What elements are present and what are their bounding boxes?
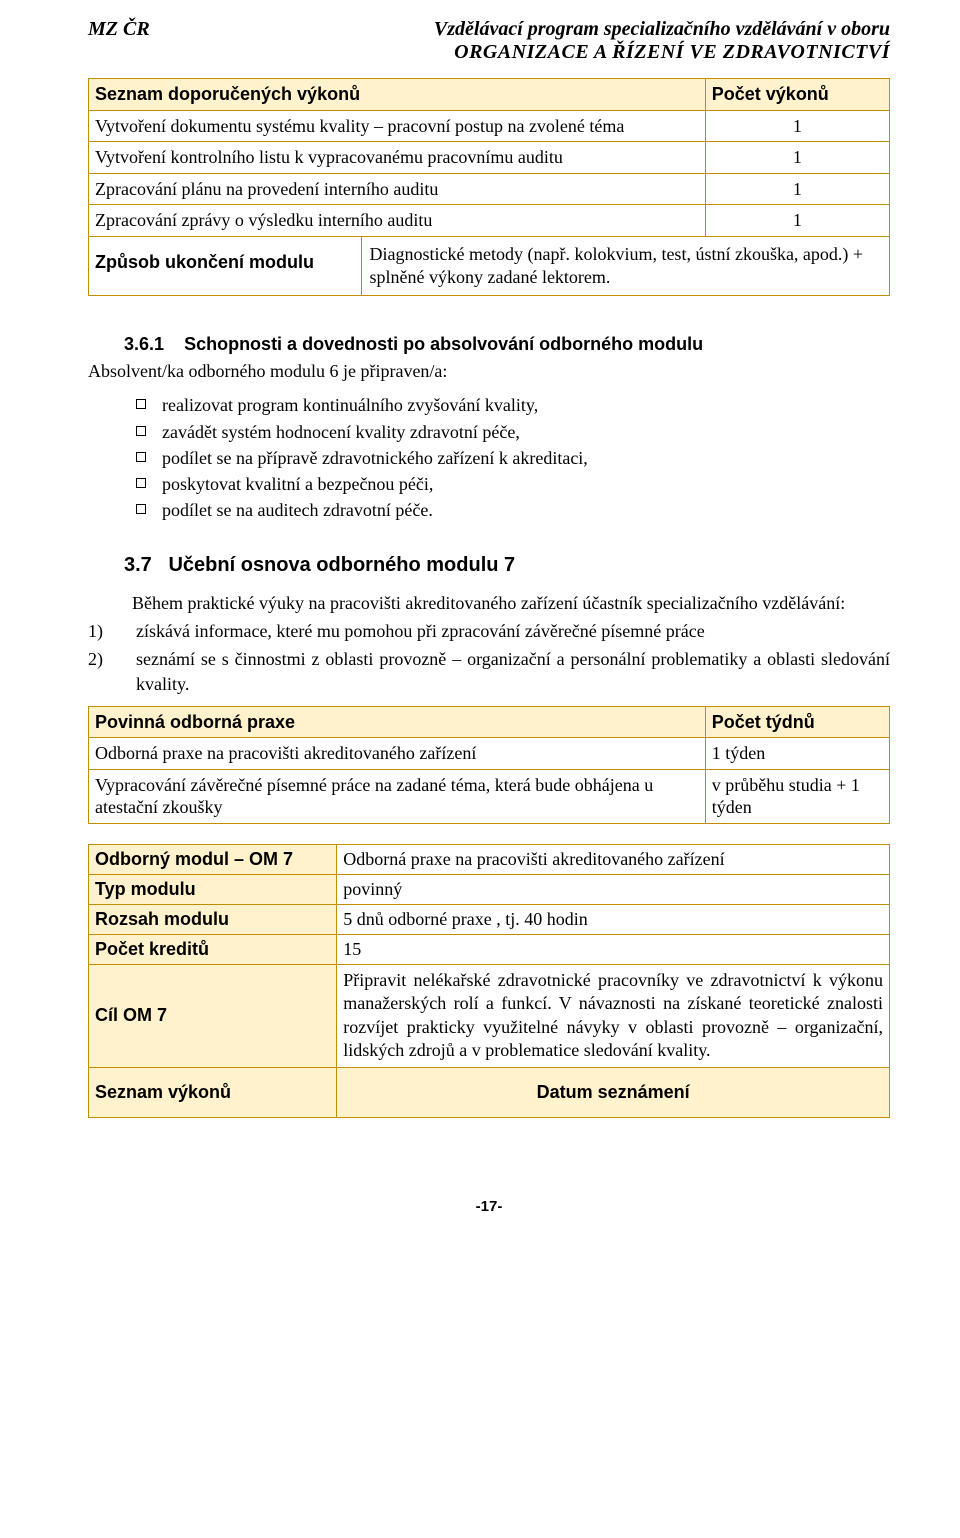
table-row: Způsob ukončení modulu Diagnostické meto… xyxy=(89,236,890,296)
table-practice: Povinná odborná praxe Počet týdnů Odborn… xyxy=(88,706,890,824)
running-header: MZ ČR Vzdělávací program specializačního… xyxy=(88,18,890,64)
subsection-number: 3.6.1 xyxy=(124,334,164,354)
section-number: 3.7 xyxy=(124,554,152,576)
table-row: Vypracování závěrečné písemné práce na z… xyxy=(89,769,890,823)
section-paragraph: Během praktické výuky na pracovišti akre… xyxy=(88,591,890,615)
numbered-list: 1)získává informace, které mu pomohou př… xyxy=(88,619,890,696)
table-row: Vytvoření kontrolního listu k vypracovan… xyxy=(89,142,890,174)
method-value: Diagnostické metody (např. kolokvium, te… xyxy=(361,237,889,296)
method-label: Způsob ukončení modulu xyxy=(89,237,361,296)
col-header: Počet týdnů xyxy=(705,706,889,738)
table-row: Odborná praxe na pracovišti akreditované… xyxy=(89,738,890,770)
table-module-om7: Odborný modul – OM 7Odborná praxe na pra… xyxy=(88,844,890,1118)
list-item: podílet se na přípravě zdravotnického za… xyxy=(136,445,890,471)
table-row: Cíl OM 7Připravit nelékařské zdravotnick… xyxy=(89,964,890,1067)
bullet-list: realizovat program kontinuálního zvyšová… xyxy=(88,392,890,523)
header-left: MZ ČR xyxy=(88,18,150,41)
table-row: Odborný modul – OM 7Odborná praxe na pra… xyxy=(89,844,890,874)
list-item: zavádět systém hodnocení kvality zdravot… xyxy=(136,419,890,445)
table-row: Seznam výkonůDatum seznámení xyxy=(89,1067,890,1117)
table-recommended-tasks: Seznam doporučených výkonů Počet výkonů … xyxy=(88,78,890,296)
table-row: Zpracování plánu na provedení interního … xyxy=(89,173,890,205)
table-row: Povinná odborná praxe Počet týdnů xyxy=(89,706,890,738)
subsection-intro: Absolvent/ka odborného modulu 6 je připr… xyxy=(88,361,890,382)
col-header: Povinná odborná praxe xyxy=(89,706,706,738)
list-item: 1)získává informace, které mu pomohou př… xyxy=(88,619,890,643)
list-item: realizovat program kontinuálního zvyšová… xyxy=(136,392,890,418)
table-row: Zpracování zprávy o výsledku interního a… xyxy=(89,205,890,237)
table-row: Typ modulupovinný xyxy=(89,874,890,904)
table-row: Počet kreditů15 xyxy=(89,934,890,964)
page: MZ ČR Vzdělávací program specializačního… xyxy=(0,0,960,1275)
col-header: Počet výkonů xyxy=(705,79,889,111)
col-header: Seznam doporučených výkonů xyxy=(89,79,706,111)
header-line2: ORGANIZACE A ŘÍZENÍ VE ZDRAVOTNICTVÍ xyxy=(434,41,890,64)
subsection-heading: 3.6.1 Schopnosti a dovednosti po absolvo… xyxy=(124,334,890,355)
table-row: Vytvoření dokumentu systému kvality – pr… xyxy=(89,110,890,142)
section-title: Učební osnova odborného modulu 7 xyxy=(168,554,515,576)
section-heading: 3.7 Učební osnova odborného modulu 7 xyxy=(124,554,890,577)
list-item: poskytovat kvalitní a bezpečnou péči, xyxy=(136,471,890,497)
list-item: 2)seznámí se s činnostmi z oblasti provo… xyxy=(88,647,890,696)
table-row: Rozsah modulu5 dnů odborné praxe , tj. 4… xyxy=(89,904,890,934)
table-row: Seznam doporučených výkonů Počet výkonů xyxy=(89,79,890,111)
list-item: podílet se na auditech zdravotní péče. xyxy=(136,497,890,523)
header-line1: Vzdělávací program specializačního vzděl… xyxy=(434,18,890,41)
header-right: Vzdělávací program specializačního vzděl… xyxy=(434,18,890,64)
page-number: -17- xyxy=(88,1198,890,1215)
subsection-title: Schopnosti a dovednosti po absolvování o… xyxy=(184,334,703,354)
